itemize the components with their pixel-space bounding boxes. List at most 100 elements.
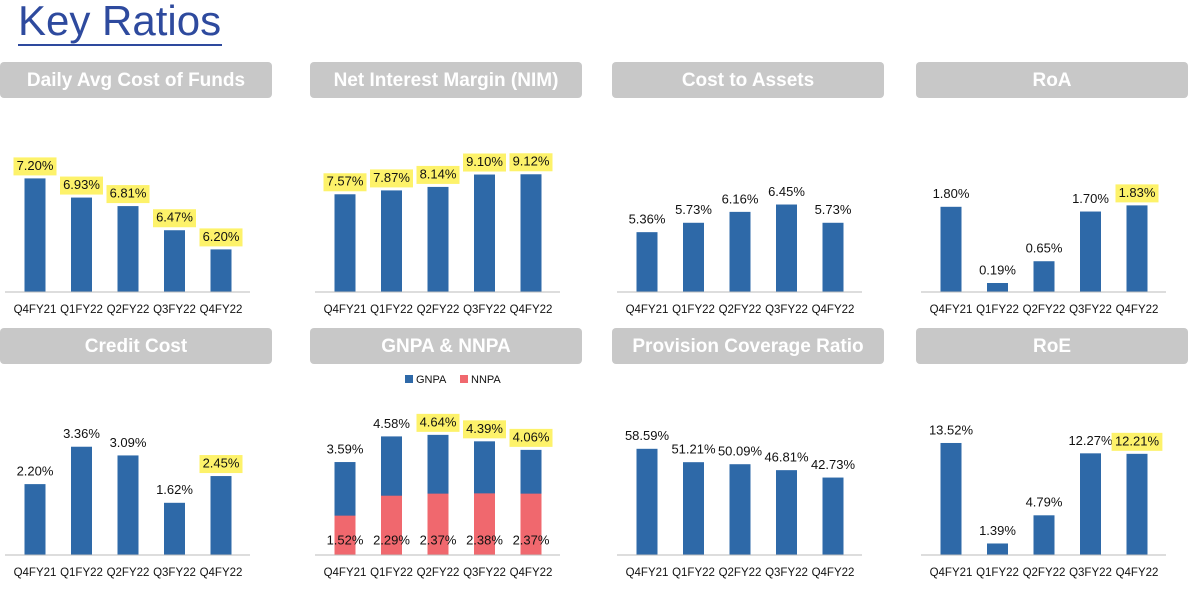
value-label: 7.20%: [17, 158, 54, 173]
chart-title: Provision Coverage Ratio: [632, 336, 863, 357]
x-tick-label: Q1FY22: [976, 567, 1019, 579]
value-label: 9.10%: [466, 154, 503, 169]
bar: [1126, 453, 1148, 555]
x-tick-label: Q4FY22: [1116, 567, 1159, 579]
bar: [1080, 211, 1101, 292]
bar: [71, 197, 92, 292]
x-tick-label: Q4FY21: [930, 304, 973, 316]
bar: [940, 206, 962, 292]
bar: [427, 493, 449, 555]
label-highlight: [1111, 432, 1163, 451]
bar: [117, 206, 139, 292]
bar: [776, 470, 797, 555]
value-label: 8.14%: [420, 166, 457, 181]
x-tick-label: Q3FY22: [153, 567, 196, 579]
x-tick-label: Q2FY22: [719, 567, 762, 579]
x-tick-label: Q2FY22: [107, 567, 150, 579]
value-label: 1.52%: [327, 532, 364, 547]
x-tick-label: Q4FY22: [510, 567, 553, 579]
value-label: 1.80%: [933, 186, 970, 201]
bar: [427, 186, 449, 292]
chart-header: [612, 62, 884, 98]
x-tick-label: Q2FY22: [719, 304, 762, 316]
label-highlight: [509, 153, 553, 172]
value-label: 4.64%: [420, 414, 457, 429]
x-tick-label: Q4FY21: [930, 567, 973, 579]
chart-header: [916, 328, 1188, 364]
x-tick-label: Q4FY22: [200, 567, 243, 579]
bar: [520, 493, 542, 555]
x-tick-label: Q1FY22: [370, 304, 413, 316]
bar: [1126, 205, 1148, 292]
value-label: 6.47%: [156, 210, 193, 225]
legend-swatch: [405, 375, 413, 383]
x-tick-label: Q4FY21: [626, 567, 669, 579]
label-highlight: [60, 176, 103, 195]
value-label: 2.29%: [373, 532, 410, 547]
label-highlight: [416, 413, 460, 432]
x-tick-label: Q2FY22: [417, 567, 460, 579]
x-tick-label: Q4FY22: [812, 304, 855, 316]
value-label: 0.65%: [1026, 241, 1063, 256]
value-label: 5.36%: [629, 212, 666, 227]
value-label: 7.87%: [373, 170, 410, 185]
value-label: 6.16%: [722, 191, 759, 206]
label-highlight: [13, 157, 57, 176]
chart-title: RoA: [1032, 70, 1071, 91]
bar: [940, 442, 962, 555]
bar: [636, 448, 658, 555]
label-highlight: [199, 228, 243, 247]
bar: [1033, 515, 1055, 555]
bar: [636, 232, 658, 292]
legend-swatch: [460, 375, 468, 383]
value-label: 12.27%: [1068, 433, 1113, 448]
bar: [683, 462, 704, 555]
bar: [987, 283, 1008, 292]
chart-header: [916, 62, 1188, 98]
x-tick-label: Q2FY22: [1023, 567, 1066, 579]
value-label: 13.52%: [929, 422, 974, 437]
bar: [334, 515, 356, 555]
bar: [210, 476, 232, 555]
bar: [987, 543, 1008, 555]
bar: [334, 194, 356, 292]
x-tick-label: Q4FY22: [510, 304, 553, 316]
value-label: 42.73%: [811, 457, 856, 472]
x-tick-label: Q4FY22: [812, 567, 855, 579]
value-label: 3.36%: [63, 426, 100, 441]
bar: [1080, 453, 1101, 555]
x-tick-label: Q4FY22: [1116, 304, 1159, 316]
x-tick-label: Q3FY22: [1069, 567, 1112, 579]
value-label: 2.38%: [466, 532, 503, 547]
label-highlight: [370, 169, 413, 188]
chart-title: Cost to Assets: [682, 70, 814, 91]
bar: [1033, 261, 1055, 292]
value-label: 6.45%: [768, 184, 805, 199]
value-label: 4.79%: [1026, 495, 1063, 510]
value-label: 2.37%: [513, 532, 550, 547]
bar: [822, 477, 844, 555]
value-label: 6.20%: [203, 229, 240, 244]
chart-title: GNPA & NNPA: [381, 336, 511, 357]
value-label: 3.59%: [327, 441, 364, 456]
value-label: 7.57%: [327, 174, 364, 189]
bar: [24, 484, 46, 555]
x-tick-label: Q2FY22: [417, 304, 460, 316]
chart-title: Credit Cost: [85, 336, 188, 357]
value-label: 4.06%: [513, 429, 550, 444]
x-tick-label: Q1FY22: [672, 567, 715, 579]
value-label: 58.59%: [625, 428, 670, 443]
bar: [117, 455, 139, 555]
chart-header: [310, 62, 582, 98]
chart-title: Daily Avg Cost of Funds: [27, 70, 245, 91]
chart-header: [0, 62, 272, 98]
value-label: 1.62%: [156, 482, 193, 497]
value-label: 2.45%: [203, 455, 240, 470]
value-label: 3.09%: [110, 435, 147, 450]
bar: [822, 222, 844, 292]
chart-title: RoE: [1033, 336, 1071, 357]
legend-label: GNPA: [416, 374, 447, 386]
value-label: 4.58%: [373, 416, 410, 431]
label-highlight: [323, 173, 367, 192]
